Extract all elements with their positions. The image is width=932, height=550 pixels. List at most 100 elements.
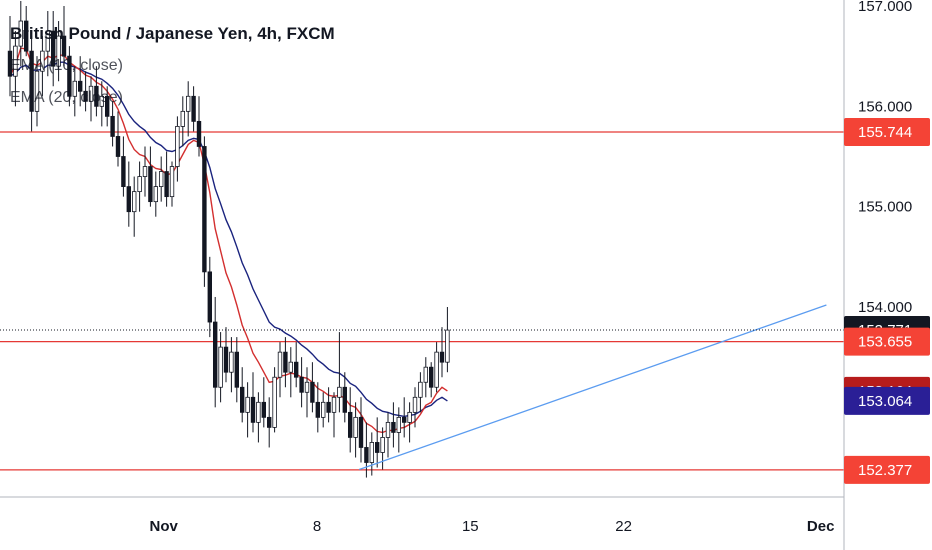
candle-body <box>7 50 13 77</box>
candle-body <box>331 396 337 413</box>
candle-body <box>180 110 185 127</box>
ema-20-line <box>9 61 448 418</box>
candle-body <box>428 366 434 388</box>
candle-body <box>445 329 450 363</box>
candle-body <box>164 171 169 198</box>
candle-body <box>256 401 261 423</box>
candle-body <box>418 381 423 398</box>
candle-body <box>385 421 391 438</box>
candle-body <box>358 416 364 448</box>
candle-body <box>347 411 353 438</box>
price-tick-label: 157.000 <box>858 0 912 15</box>
candle-body <box>137 176 142 193</box>
candle-body <box>304 381 310 393</box>
candle-body <box>23 20 29 52</box>
candle-body <box>315 401 320 418</box>
candle-body <box>299 376 304 393</box>
candle-body <box>218 346 223 388</box>
candle-body <box>56 35 61 67</box>
price-badge <box>844 386 930 415</box>
candle-body <box>320 401 326 418</box>
candle-body <box>191 95 196 122</box>
candle-body <box>83 90 88 102</box>
price-tick-label: 155.000 <box>858 199 912 216</box>
candle-body <box>277 351 283 378</box>
candle-body <box>131 191 137 213</box>
ema-10-line <box>9 47 448 434</box>
time-tick-label: 15 <box>462 518 479 535</box>
candle-body <box>105 95 110 117</box>
candle-body <box>288 361 293 373</box>
candle-body <box>212 321 218 388</box>
candle-body <box>234 351 239 388</box>
candle-body <box>34 70 40 112</box>
trendline[interactable] <box>358 304 827 471</box>
candle-body <box>40 50 45 72</box>
candle-body <box>158 171 164 188</box>
time-tick-label: 22 <box>615 518 632 535</box>
candle-body <box>142 166 148 177</box>
candle-body <box>223 346 229 373</box>
candle-body <box>342 386 347 413</box>
candle-body <box>364 447 369 463</box>
candle-body <box>121 156 126 188</box>
candle-body <box>434 351 439 388</box>
price-badge <box>844 455 930 484</box>
price-badge-label: 153.064 <box>858 393 912 410</box>
time-tick-label: Nov <box>150 518 179 535</box>
price-badge <box>844 327 930 356</box>
candle-body <box>126 186 131 213</box>
candle-body <box>353 416 358 438</box>
candle-body <box>391 421 396 433</box>
candle-body <box>61 35 67 57</box>
candle-body <box>250 396 256 423</box>
candle-body <box>207 271 212 323</box>
time-tick-label: Dec <box>807 518 835 535</box>
candle-body <box>293 361 299 378</box>
candle-body <box>326 401 331 413</box>
candle-body <box>88 85 94 102</box>
price-badge-label: 152.377 <box>858 462 912 479</box>
price-axis[interactable]: 157.000 156.000 155.000 154.000 <box>858 0 912 316</box>
candle-body <box>45 30 50 52</box>
candle-body <box>51 30 56 67</box>
candle-body <box>72 80 77 97</box>
candle-body <box>261 401 266 418</box>
candle-body <box>185 95 191 112</box>
candle-body <box>380 437 385 453</box>
price-tick-label: 154.000 <box>858 299 912 316</box>
ema-lines <box>9 47 448 434</box>
price-badge-label: 153.655 <box>858 334 912 351</box>
candle-body <box>29 50 34 112</box>
candle-body <box>396 416 401 433</box>
candle-body <box>374 442 380 453</box>
candle-body <box>115 136 121 157</box>
candle-body <box>337 386 342 398</box>
candle-body <box>148 166 153 203</box>
candle-body <box>407 411 412 423</box>
price-badge-label: 155.744 <box>858 124 912 141</box>
time-tick-label: 8 <box>313 518 321 535</box>
candle-body <box>245 396 250 413</box>
candle-body <box>369 442 374 463</box>
candle-body <box>423 366 428 383</box>
candle-body <box>196 120 202 147</box>
candle-body <box>401 416 407 423</box>
candle-body <box>283 351 288 373</box>
price-badge <box>844 118 930 147</box>
candle-body <box>169 166 175 198</box>
candle-body <box>175 126 180 167</box>
candle-body <box>153 186 158 203</box>
horizontal-levels <box>0 131 844 471</box>
price-badges: 155.744153.771153.655153.164153.064152.3… <box>844 118 930 484</box>
candles <box>7 0 450 478</box>
time-axis[interactable]: Nov 8 15 22 Dec <box>150 518 835 535</box>
price-tick-label: 156.000 <box>858 98 912 115</box>
candle-body <box>13 45 18 77</box>
candle-body <box>67 55 72 97</box>
candle-body <box>310 381 315 403</box>
candle-body <box>110 115 115 137</box>
candle-body <box>439 351 445 363</box>
candle-body <box>239 386 245 413</box>
